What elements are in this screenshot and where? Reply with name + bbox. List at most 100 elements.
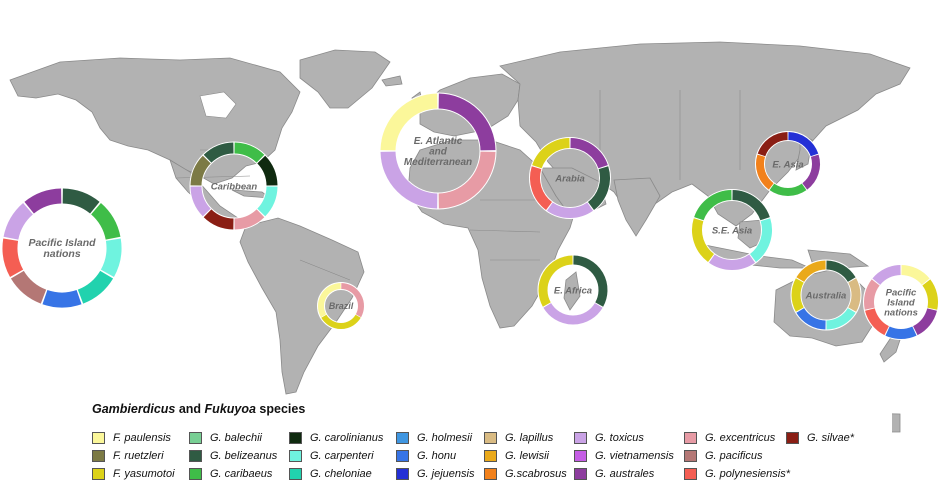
- legend-label-g-holmesii: G. holmesii: [417, 432, 473, 444]
- region-label-pacific-east: Pacific: [886, 287, 917, 298]
- legend-entry-g-polynesiensis: G. polynesiensis*: [684, 466, 790, 482]
- legend-entry-g-caribaeus: G. caribaeus: [189, 466, 272, 482]
- legend-swatch-g-australes: [574, 468, 587, 480]
- ring-segment-caribbean-g-carolinianus: [257, 155, 278, 186]
- ring-segment-e-asia-g-silvae: [757, 132, 788, 157]
- legend-swatch-g-cheloniae: [289, 468, 302, 480]
- ring-segment-pacific-east-f-paulensis: [901, 265, 930, 286]
- ring-segment-pacific-east-g-excentricus: [864, 279, 880, 310]
- ring-se-asia: S.E. Asia: [691, 189, 773, 271]
- ring-segment-caribbean-g-caribaeus: [234, 142, 265, 163]
- legend-label-g-jejuensis: G. jejuensis: [417, 468, 475, 480]
- legend-entry-f-ruetzleri: F. ruetzleri: [92, 448, 164, 464]
- region-label-e-atlantic: Mediterranean: [404, 157, 472, 168]
- legend-entry-g-holmesii: G. holmesii: [396, 430, 472, 446]
- legend-entry-g-cheloniae: G. cheloniae: [289, 466, 372, 482]
- landmass-new-zealand: [879, 335, 901, 363]
- legend-entry-f-paulensis: F. paulensis: [92, 430, 171, 446]
- legend-entry-g-silvae: G. silvae*: [786, 430, 854, 446]
- ring-segment-caribbean-f-ruetzleri: [190, 155, 211, 186]
- region-label-se-asia: S.E. Asia: [712, 225, 752, 236]
- legend-swatch-f-paulensis: [92, 432, 105, 444]
- ring-segment-australia-f-yasumotoi: [791, 278, 804, 312]
- ring-segment-e-asia-g-jejuensis: [788, 132, 819, 157]
- ring-segment-brazil-g-excentricus: [341, 283, 364, 318]
- legend-title-genus-1: Gambierdicus: [92, 402, 176, 416]
- legend-label-g-silvae: G. silvae*: [807, 432, 855, 444]
- ring-segment-se-asia-g-belizeanus: [732, 190, 770, 221]
- ring-segment-se-asia-g-carpenteri: [749, 218, 772, 262]
- ring-arabia: Arabia: [529, 137, 611, 219]
- landmass-greenland: [299, 49, 391, 109]
- ring-segment-caribbean-g-carpenteri: [257, 186, 278, 217]
- legend-entry-g-balechii: G. balechii: [189, 430, 262, 446]
- legend-entry-g-pacificus: G. pacificus: [684, 448, 762, 464]
- legend-title-and: and: [175, 402, 205, 416]
- legend-title-genus-2: Fukuyoa: [204, 402, 256, 416]
- ring-segment-e-africa-g-belizeanus: [573, 255, 608, 307]
- ring-segment-e-atlantic-g-australes: [438, 93, 496, 151]
- legend-label-g-scabrosus: G.scabrosus: [505, 468, 567, 480]
- legend-swatch-g-carpenteri: [289, 450, 302, 462]
- ring-segment-arabia-g-australes: [570, 138, 608, 169]
- legend-title: Gambierdicus and Fukuyoa species: [92, 402, 305, 416]
- legend-swatch-g-lapillus: [484, 432, 497, 444]
- legend-swatch-g-excentricus: [684, 432, 697, 444]
- legend-entry-g-belizeanus: G. belizeanus: [189, 448, 277, 464]
- ring-segment-pacific-west-g-caribaeus: [90, 202, 121, 240]
- region-label-e-asia: E. Asia: [772, 159, 803, 170]
- ring-segment-pacific-east-g-honu: [885, 326, 917, 339]
- legend-label-g-pacificus: G. pacificus: [705, 450, 763, 462]
- ring-segment-pacific-east-f-yasumotoi: [922, 279, 938, 310]
- legend-swatch-g-jejuensis: [396, 468, 409, 480]
- legend-swatch-g-honu: [396, 450, 409, 462]
- legend-swatch-g-belizeanus: [189, 450, 202, 462]
- legend-swatch-g-scabrosus: [484, 468, 497, 480]
- ring-segment-australia-g-honu: [796, 307, 826, 330]
- ring-australia: Australia: [790, 259, 862, 331]
- ring-segment-se-asia-g-toxicus: [708, 254, 756, 270]
- landmass-madagascar: [563, 271, 581, 311]
- ring-segment-arabia-g-polynesiensis: [530, 166, 553, 210]
- ring-segment-caribbean-g-belizeanus: [203, 142, 234, 163]
- legend-entry-g-jejuensis: G. jejuensis: [396, 466, 474, 482]
- ring-brazil: Brazil: [317, 282, 365, 330]
- legend-label-g-polynesiensis: G. polynesiensis*: [705, 468, 790, 480]
- ring-segment-pacific-east-g-polynesiensis: [865, 308, 890, 336]
- region-label-e-atlantic: and: [429, 147, 448, 158]
- legend-entry-g-carpenteri: G. carpenteri: [289, 448, 374, 464]
- ring-segment-pacific-west-g-carpenteri: [100, 238, 122, 277]
- ring-segment-arabia-g-belizeanus: [587, 166, 610, 210]
- ring-segment-se-asia-f-yasumotoi: [692, 218, 715, 262]
- ring-segment-pacific-east-g-toxicus: [872, 265, 901, 286]
- legend-entry-g-lapillus: G. lapillus: [484, 430, 553, 446]
- legend-label-g-vietnamensis: G. vietnamensis: [595, 450, 674, 462]
- ring-segment-caribbean-g-toxicus: [190, 186, 211, 217]
- legend-label-f-yasumotoi: F. yasumotoi: [113, 468, 175, 480]
- legend-swatch-g-holmesii: [396, 432, 409, 444]
- ring-segment-pacific-west-g-toxicus: [3, 202, 34, 240]
- ring-segment-pacific-west-g-pacificus: [10, 270, 47, 304]
- region-label-pacific-west: nations: [43, 248, 80, 260]
- region-label-australia: Australia: [805, 290, 847, 301]
- ring-segment-caribbean-g-silvae: [203, 209, 234, 230]
- ring-caribbean: Caribbean: [189, 141, 279, 231]
- region-label-pacific-east: nations: [884, 307, 918, 318]
- ring-e-africa: E. Africa: [537, 254, 609, 326]
- landmass-india: [613, 177, 661, 237]
- legend-swatch-g-balechii: [189, 432, 202, 444]
- ring-segment-e-asia-g-caribaeus: [769, 183, 807, 196]
- legend-entry-g-toxicus: G. toxicus: [574, 430, 644, 446]
- region-label-caribbean: Caribbean: [211, 181, 258, 192]
- region-label-e-africa: E. Africa: [554, 285, 592, 296]
- legend-label-g-toxicus: G. toxicus: [595, 432, 644, 444]
- legend-label-g-cheloniae: G. cheloniae: [310, 468, 372, 480]
- region-label-pacific-west: Pacific Island: [28, 237, 96, 249]
- landmass-south-america: [239, 217, 365, 395]
- legend-label-g-lapillus: G. lapillus: [505, 432, 554, 444]
- legend-label-g-carpenteri: G. carpenteri: [310, 450, 374, 462]
